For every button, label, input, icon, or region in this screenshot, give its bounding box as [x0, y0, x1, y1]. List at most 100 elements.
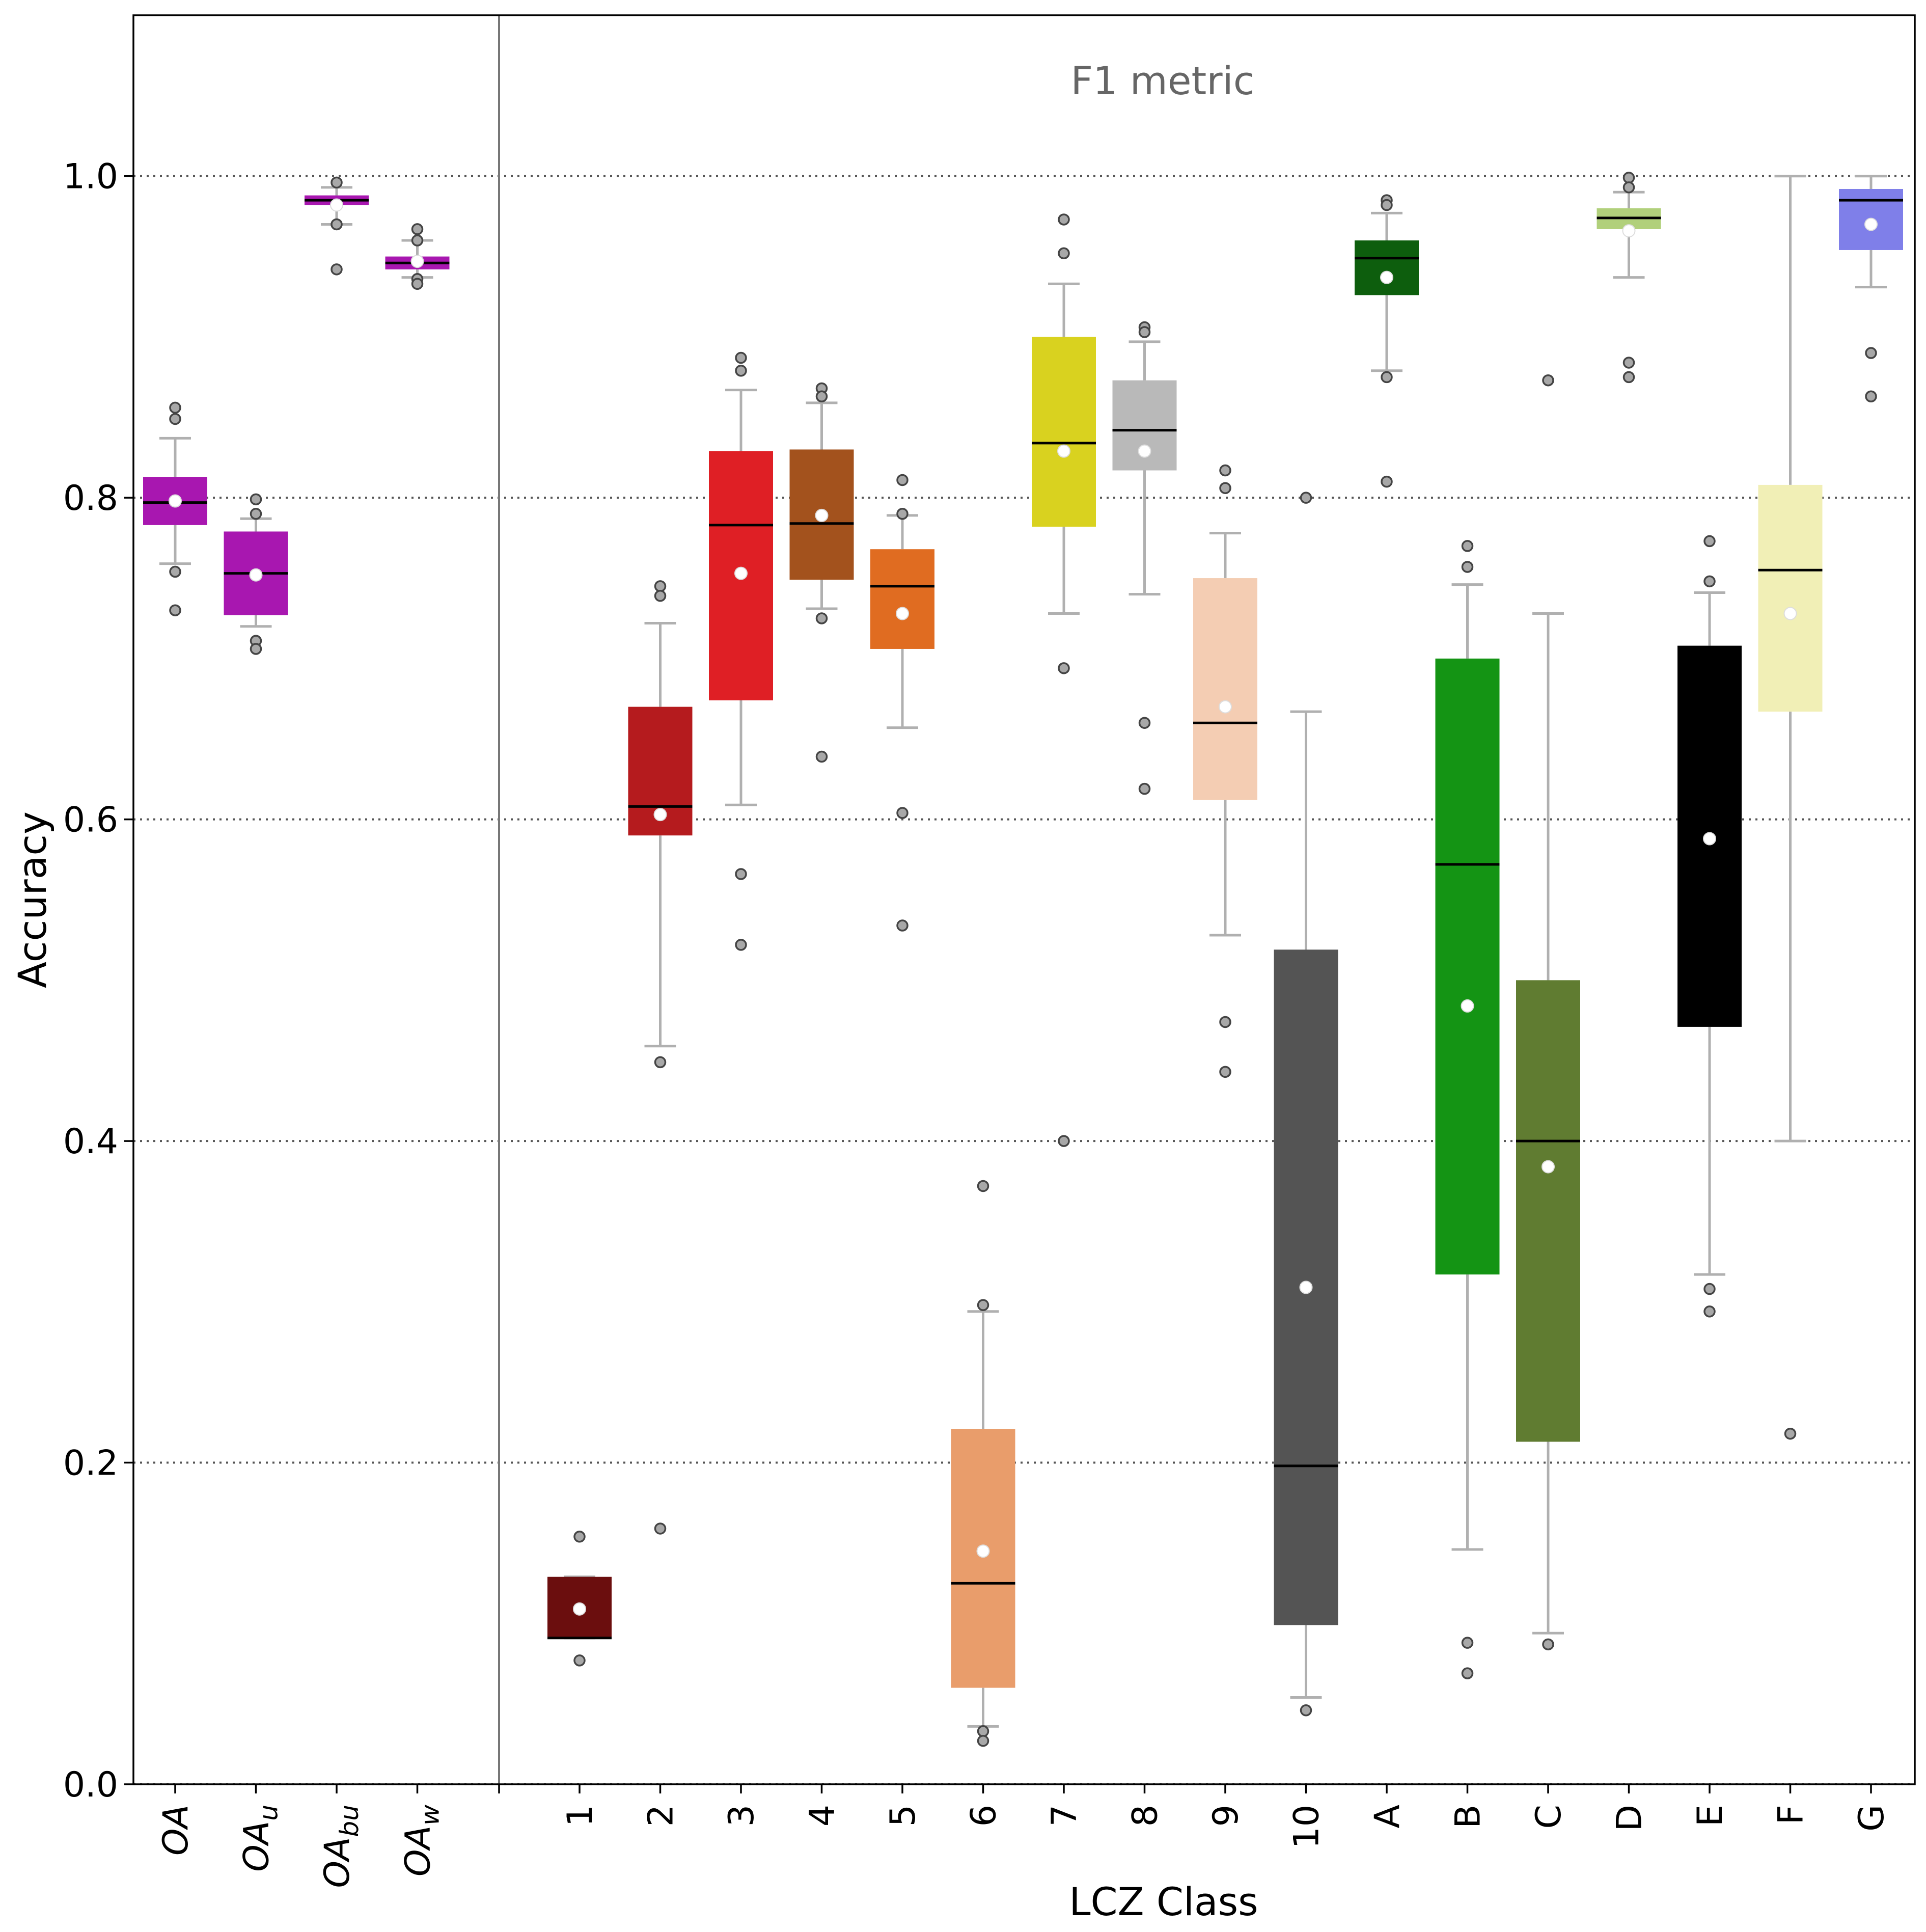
iqr-box	[1516, 980, 1580, 1442]
y-axis: 0.0 0.2 0.4 0.6 0.8 1.0	[63, 157, 133, 1805]
box-10	[1274, 492, 1338, 1717]
box-b	[1435, 540, 1500, 1679]
outlier-point	[1865, 390, 1877, 403]
mean-marker	[1622, 224, 1636, 238]
mean-marker	[1783, 607, 1797, 620]
box-3	[709, 351, 773, 951]
outlier-point	[1058, 1135, 1070, 1147]
y-tick-label: 0.0	[63, 1765, 118, 1805]
mean-marker	[410, 255, 424, 268]
outlier-point	[411, 234, 424, 247]
outlier-point	[573, 1531, 586, 1543]
outlier-point	[331, 176, 343, 189]
x-tick-label-lcz: C	[1529, 1805, 1569, 1829]
mean-marker	[1542, 1160, 1555, 1174]
y-tick-label: 0.2	[63, 1444, 118, 1484]
outlier-point	[735, 939, 747, 951]
outlier-point	[977, 1299, 989, 1311]
oa-tick-subscript: w	[416, 1805, 445, 1826]
x-tick-label-lcz: A	[1367, 1805, 1408, 1829]
mean-marker	[330, 198, 343, 212]
mean-marker	[1864, 217, 1878, 231]
x-tick-label-oa: OAbu	[317, 1805, 364, 1888]
x-tick-label-lcz: 3	[722, 1805, 762, 1827]
outlier-point	[1622, 181, 1635, 194]
box-a	[1355, 194, 1419, 488]
mean-marker	[653, 808, 667, 822]
outlier-point	[1058, 662, 1070, 674]
iqr-box	[1355, 240, 1419, 295]
outlier-point	[1058, 247, 1070, 260]
outlier-point	[1784, 1427, 1797, 1440]
y-tick-label: 1.0	[63, 157, 118, 197]
outlier-point	[1300, 1704, 1312, 1717]
box-e	[1677, 535, 1742, 1318]
outlier-point	[735, 868, 747, 880]
box-oa-u	[224, 493, 288, 655]
x-tick-label-lcz: 1	[560, 1805, 600, 1827]
mean-marker	[1461, 999, 1474, 1013]
outlier-point	[1381, 199, 1393, 211]
x-tick-label-lcz: F	[1771, 1805, 1811, 1825]
outlier-point	[1542, 1638, 1554, 1651]
x-tick-label-oa: OAu	[237, 1805, 284, 1872]
y-tick-label: 0.6	[63, 800, 118, 840]
outlier-point	[1461, 540, 1474, 552]
outlier-point	[1703, 535, 1716, 548]
outlier-point	[1138, 717, 1151, 729]
outlier-point	[1703, 1283, 1716, 1295]
plot-frame	[132, 14, 1916, 1785]
outlier-point	[169, 401, 181, 414]
mean-marker	[815, 508, 829, 522]
mean-marker	[1219, 700, 1232, 714]
outlier-point	[1219, 1016, 1231, 1028]
outlier-point	[896, 508, 909, 520]
oa-tick-base: OA	[237, 1821, 277, 1872]
outlier-point	[169, 413, 181, 425]
outlier-point	[654, 580, 667, 592]
outlier-point	[1219, 464, 1231, 477]
mean-marker	[1057, 444, 1070, 458]
box-series	[143, 172, 1903, 1747]
outlier-point	[1058, 213, 1070, 226]
box-d	[1597, 172, 1661, 384]
box-oa-w	[385, 223, 450, 290]
outlier-point	[735, 351, 747, 364]
outlier-point	[654, 1522, 667, 1535]
outlier-point	[1703, 1305, 1716, 1318]
outlier-point	[1381, 371, 1393, 384]
outlier-point	[896, 919, 909, 932]
y-axis-title: Accuracy	[10, 811, 55, 988]
outlier-point	[977, 1180, 989, 1192]
outlier-point	[250, 493, 262, 506]
x-tick-label-lcz: 10	[1287, 1805, 1327, 1849]
box-9	[1193, 464, 1257, 1078]
outlier-point	[1622, 371, 1635, 384]
outlier-point	[1622, 172, 1635, 184]
mean-marker	[896, 607, 909, 620]
box-f	[1758, 175, 1823, 1440]
mean-marker	[1138, 444, 1151, 458]
outlier-point	[250, 508, 262, 520]
iqr-box	[870, 549, 934, 649]
outlier-point	[573, 1654, 586, 1667]
box-oa-bu	[305, 176, 369, 276]
outlier-point	[1703, 575, 1716, 588]
outlier-point	[1461, 561, 1474, 573]
outlier-point	[169, 565, 181, 578]
mean-marker	[1703, 832, 1716, 846]
box-1	[547, 1531, 612, 1667]
x-tick-label-lcz: E	[1690, 1805, 1730, 1827]
x-tick-label-lcz: 6	[964, 1805, 1004, 1827]
outlier-point	[735, 365, 747, 377]
outlier-point	[331, 263, 343, 276]
mean-marker	[976, 1544, 990, 1558]
mean-marker	[734, 566, 748, 580]
outlier-point	[896, 807, 909, 819]
outlier-point	[977, 1725, 989, 1737]
x-tick-label-lcz: 7	[1044, 1805, 1085, 1827]
outlier-point	[1865, 347, 1877, 359]
box-c	[1516, 374, 1580, 1651]
outlier-point	[411, 278, 424, 290]
outlier-point	[1461, 1667, 1474, 1679]
